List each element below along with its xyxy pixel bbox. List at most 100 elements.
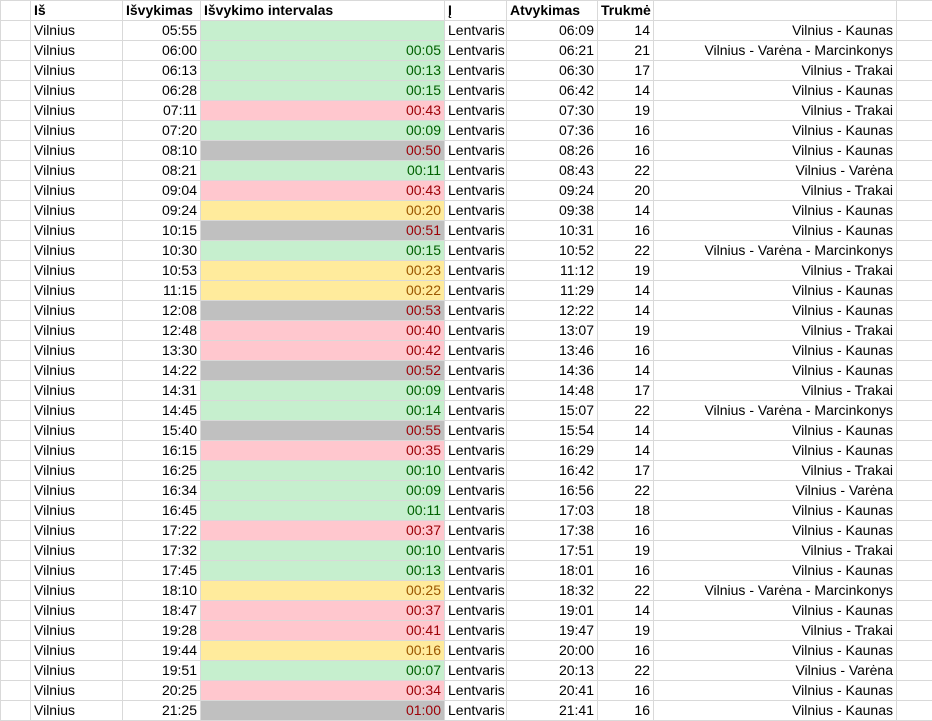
- cell-interval[interactable]: 00:14: [201, 401, 445, 421]
- cell-arrival[interactable]: 06:30: [507, 61, 598, 81]
- cell-departure[interactable]: 10:15: [123, 221, 201, 241]
- cell-to[interactable]: Lentvaris: [445, 201, 507, 221]
- empty-cell[interactable]: [897, 661, 932, 681]
- cell-route[interactable]: Vilnius - Kaunas: [654, 681, 897, 701]
- row-gutter-cell[interactable]: [1, 581, 31, 601]
- cell-departure[interactable]: 17:22: [123, 521, 201, 541]
- cell-arrival[interactable]: 15:07: [507, 401, 598, 421]
- row-gutter-cell[interactable]: [1, 261, 31, 281]
- cell-duration[interactable]: 14: [598, 81, 654, 101]
- cell-interval[interactable]: 00:23: [201, 261, 445, 281]
- empty-cell[interactable]: [897, 1, 932, 21]
- cell-departure[interactable]: 18:10: [123, 581, 201, 601]
- cell-route[interactable]: Vilnius - Kaunas: [654, 601, 897, 621]
- cell-arrival[interactable]: 20:13: [507, 661, 598, 681]
- cell-from[interactable]: Vilnius: [31, 161, 123, 181]
- cell-from[interactable]: Vilnius: [31, 301, 123, 321]
- cell-to[interactable]: Lentvaris: [445, 301, 507, 321]
- cell-route[interactable]: Vilnius - Kaunas: [654, 501, 897, 521]
- row-gutter-cell[interactable]: [1, 141, 31, 161]
- cell-arrival[interactable]: 11:29: [507, 281, 598, 301]
- cell-duration[interactable]: 16: [598, 521, 654, 541]
- cell-duration[interactable]: 19: [598, 541, 654, 561]
- cell-to[interactable]: Lentvaris: [445, 501, 507, 521]
- empty-cell[interactable]: [897, 621, 932, 641]
- row-gutter-cell[interactable]: [1, 401, 31, 421]
- cell-interval[interactable]: 00:51: [201, 221, 445, 241]
- row-gutter-cell[interactable]: [1, 561, 31, 581]
- cell-from[interactable]: Vilnius: [31, 581, 123, 601]
- row-gutter-cell[interactable]: [1, 681, 31, 701]
- empty-cell[interactable]: [897, 261, 932, 281]
- cell-arrival[interactable]: 17:38: [507, 521, 598, 541]
- cell-duration[interactable]: 16: [598, 121, 654, 141]
- row-gutter-cell[interactable]: [1, 181, 31, 201]
- cell-arrival[interactable]: 07:30: [507, 101, 598, 121]
- empty-cell[interactable]: [897, 81, 932, 101]
- header-arrival[interactable]: Atvykimas: [507, 1, 598, 21]
- cell-to[interactable]: Lentvaris: [445, 421, 507, 441]
- cell-route[interactable]: Vilnius - Kaunas: [654, 421, 897, 441]
- cell-interval[interactable]: 00:53: [201, 301, 445, 321]
- cell-arrival[interactable]: 17:51: [507, 541, 598, 561]
- cell-arrival[interactable]: 13:46: [507, 341, 598, 361]
- cell-duration[interactable]: 22: [598, 481, 654, 501]
- cell-route[interactable]: Vilnius - Varėna - Marcinkonys: [654, 41, 897, 61]
- cell-from[interactable]: Vilnius: [31, 701, 123, 721]
- cell-arrival[interactable]: 18:01: [507, 561, 598, 581]
- cell-interval[interactable]: 01:00: [201, 701, 445, 721]
- cell-from[interactable]: Vilnius: [31, 641, 123, 661]
- cell-duration[interactable]: 21: [598, 41, 654, 61]
- header-departure[interactable]: Išvykimas: [123, 1, 201, 21]
- cell-from[interactable]: Vilnius: [31, 341, 123, 361]
- cell-from[interactable]: Vilnius: [31, 521, 123, 541]
- cell-departure[interactable]: 08:21: [123, 161, 201, 181]
- cell-duration[interactable]: 22: [598, 401, 654, 421]
- row-gutter-cell[interactable]: [1, 1, 31, 21]
- cell-arrival[interactable]: 11:12: [507, 261, 598, 281]
- cell-duration[interactable]: 20: [598, 181, 654, 201]
- cell-route[interactable]: Vilnius - Kaunas: [654, 341, 897, 361]
- cell-departure[interactable]: 19:51: [123, 661, 201, 681]
- header-to[interactable]: Į: [445, 1, 507, 21]
- cell-interval[interactable]: 00:43: [201, 101, 445, 121]
- cell-arrival[interactable]: 14:36: [507, 361, 598, 381]
- cell-duration[interactable]: 16: [598, 681, 654, 701]
- empty-cell[interactable]: [897, 221, 932, 241]
- cell-to[interactable]: Lentvaris: [445, 141, 507, 161]
- cell-to[interactable]: Lentvaris: [445, 401, 507, 421]
- cell-interval[interactable]: 00:25: [201, 581, 445, 601]
- cell-to[interactable]: Lentvaris: [445, 341, 507, 361]
- cell-to[interactable]: Lentvaris: [445, 381, 507, 401]
- row-gutter-cell[interactable]: [1, 161, 31, 181]
- cell-route[interactable]: Vilnius - Varėna - Marcinkonys: [654, 241, 897, 261]
- cell-route[interactable]: Vilnius - Kaunas: [654, 281, 897, 301]
- cell-departure[interactable]: 10:30: [123, 241, 201, 261]
- cell-from[interactable]: Vilnius: [31, 561, 123, 581]
- cell-route[interactable]: Vilnius - Varėna: [654, 481, 897, 501]
- cell-route[interactable]: Vilnius - Varėna - Marcinkonys: [654, 581, 897, 601]
- row-gutter-cell[interactable]: [1, 641, 31, 661]
- cell-route[interactable]: Vilnius - Kaunas: [654, 301, 897, 321]
- cell-departure[interactable]: 06:00: [123, 41, 201, 61]
- empty-cell[interactable]: [897, 341, 932, 361]
- cell-departure[interactable]: 16:45: [123, 501, 201, 521]
- empty-cell[interactable]: [897, 141, 932, 161]
- cell-departure[interactable]: 17:45: [123, 561, 201, 581]
- row-gutter-cell[interactable]: [1, 521, 31, 541]
- cell-arrival[interactable]: 21:41: [507, 701, 598, 721]
- row-gutter-cell[interactable]: [1, 541, 31, 561]
- row-gutter-cell[interactable]: [1, 281, 31, 301]
- cell-to[interactable]: Lentvaris: [445, 21, 507, 41]
- cell-from[interactable]: Vilnius: [31, 321, 123, 341]
- cell-duration[interactable]: 17: [598, 461, 654, 481]
- cell-duration[interactable]: 16: [598, 141, 654, 161]
- cell-duration[interactable]: 14: [598, 601, 654, 621]
- cell-arrival[interactable]: 15:54: [507, 421, 598, 441]
- cell-departure[interactable]: 14:31: [123, 381, 201, 401]
- cell-interval[interactable]: 00:34: [201, 681, 445, 701]
- cell-departure[interactable]: 06:13: [123, 61, 201, 81]
- cell-departure[interactable]: 08:10: [123, 141, 201, 161]
- empty-cell[interactable]: [897, 161, 932, 181]
- header-from[interactable]: Iš: [31, 1, 123, 21]
